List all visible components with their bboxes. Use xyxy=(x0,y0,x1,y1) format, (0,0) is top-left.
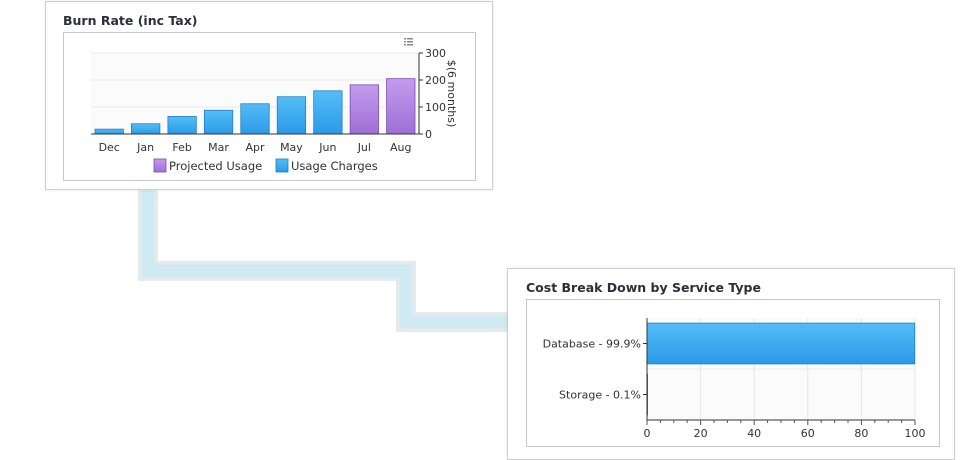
cost-breakdown-chart: Database - 99.9% Storage - 0.1% 0 20 40 60 80 1… xyxy=(543,318,926,440)
cost-breakdown-title: Cost Break Down by Service Type xyxy=(526,280,761,295)
burn-rate-panel: Burn Rate (inc Tax) Dec Jan Feb Mar Apr May Ju… xyxy=(45,1,493,190)
cost-breakdown-chart-frame: Database - 99.9% Storage - 0.1% 0 20 40 60 80 1… xyxy=(526,299,940,447)
usage-bar-may xyxy=(276,96,307,135)
cost-x-tick-label: 80 xyxy=(854,427,868,440)
burn-rate-chart: Dec Jan Feb Mar Apr May Jun Jul Aug 0 100 200 300$(6… xyxy=(91,38,458,173)
burn-rate-title: Burn Rate (inc Tax) xyxy=(63,13,198,28)
projected-bar-aug xyxy=(386,78,416,135)
burn-x-tick-label: Feb xyxy=(172,141,191,154)
usage-bar-feb xyxy=(167,116,197,135)
burn-y-tick-label: 0 xyxy=(425,128,432,141)
burn-x-tick-label: Aug xyxy=(390,141,411,154)
legend-label-projected: Projected Usage xyxy=(169,159,262,173)
cost-breakdown-panel: Cost Break Down by Service Type Database… xyxy=(507,268,955,460)
burn-rate-chart-frame: Dec Jan Feb Mar Apr May Jun Jul Aug 0 100 200 300 $(6… xyxy=(63,32,476,181)
cost-category-label: Storage - 0.1% xyxy=(559,389,641,402)
cost-x-tick-label: 40 xyxy=(747,427,761,440)
usage-bar-apr xyxy=(240,103,270,135)
projected-legend-swatch xyxy=(153,158,167,173)
cost-bar-0 xyxy=(646,322,916,365)
burn-x-tick-label: Dec xyxy=(99,141,120,154)
burn-x-tick-label: Jul xyxy=(357,141,371,154)
usage-bar-jan xyxy=(131,123,161,135)
cost-x-tick-label: 100 xyxy=(905,427,926,440)
cost-x-tick-label: 0 xyxy=(644,427,651,440)
burn-x-tick-label: Jan xyxy=(136,141,154,154)
usage-legend-swatch xyxy=(275,158,289,173)
cost-x-tick-label: 20 xyxy=(694,427,708,440)
burn-y-tick-label: 100 xyxy=(425,101,446,114)
burn-x-tick-label: Apr xyxy=(245,141,265,154)
cost-category-label: Database - 99.9% xyxy=(543,338,641,351)
burn-x-tick-label: May xyxy=(280,141,303,154)
projected-bar-jul xyxy=(349,84,379,135)
burn-y-tick-label: 300 xyxy=(425,47,446,60)
burn-x-tick-label: Jun xyxy=(318,141,336,154)
burn-x-tick-label: Mar xyxy=(208,141,229,154)
legend-label-usage: Usage Charges xyxy=(291,159,378,173)
cost-x-tick-label: 60 xyxy=(801,427,815,440)
chart-menu-icon[interactable] xyxy=(404,38,413,46)
burn-y-tick-label: 200 xyxy=(425,74,446,87)
usage-bar-dec xyxy=(94,128,124,135)
burn-y-axis-label: $(6 months) xyxy=(445,60,458,128)
usage-bar-mar xyxy=(203,109,234,135)
usage-bar-jun xyxy=(313,90,343,135)
